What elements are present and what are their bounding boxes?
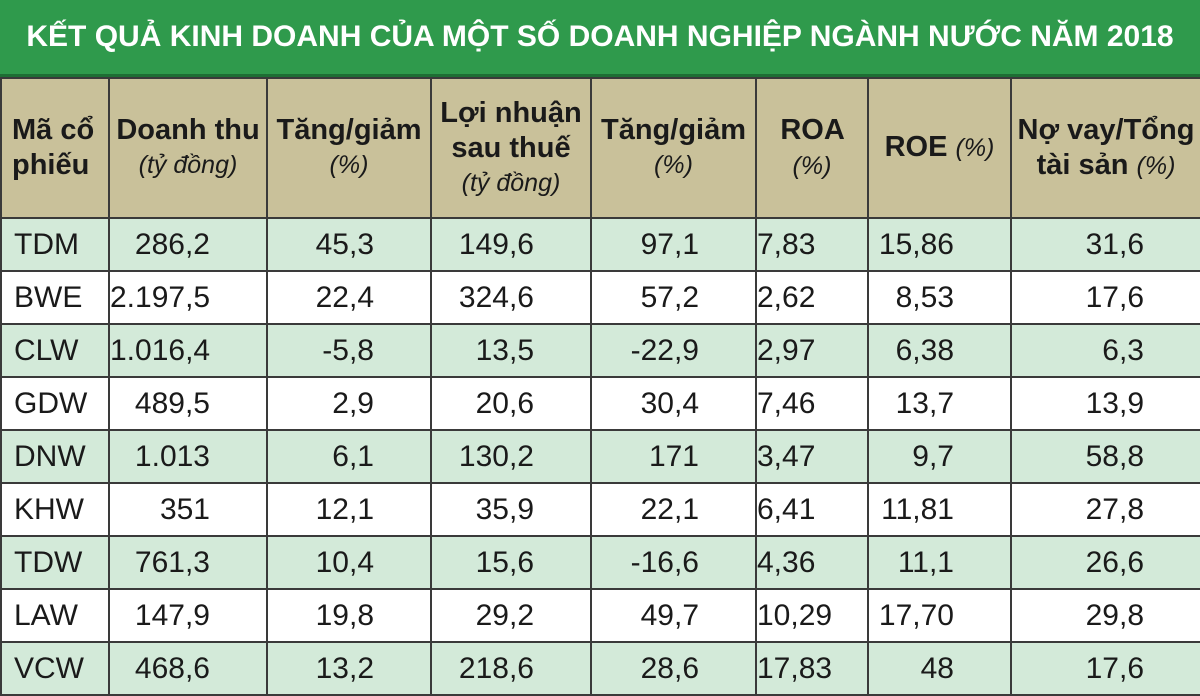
cell-roa: 7,83 <box>755 217 869 272</box>
cell-tang-giam-doanh-thu: 13,2 <box>266 641 432 696</box>
cell-code: BWE <box>0 270 110 325</box>
cell-no-vay-tong-tai-san: 13,9 <box>1010 376 1200 431</box>
cell-code: DNW <box>0 429 110 484</box>
cell-tang-giam-loi-nhuan: -16,6 <box>590 535 757 590</box>
header-doanh-thu: Doanh thu (tỷ đồng) <box>108 77 268 219</box>
cell-doanh-thu: 489,5 <box>108 376 268 431</box>
cell-tang-giam-doanh-thu: -5,8 <box>266 323 432 378</box>
cell-doanh-thu: 761,3 <box>108 535 268 590</box>
table-row: DNW 1.013 6,1 130,2 171 3,47 9,7 58,8 <box>0 429 1200 484</box>
table-row: TDW 761,3 10,4 15,6 -16,6 4,36 11,1 26,6 <box>0 535 1200 590</box>
cell-no-vay-tong-tai-san: 27,8 <box>1010 482 1200 537</box>
table-body: TDM 286,2 45,3 149,6 97,1 7,83 15,86 31,6 BWE 2.1… <box>0 217 1200 696</box>
header-no-vay-tong-tai-san: Nợ vay/Tổng tài sản (%) <box>1010 77 1200 219</box>
cell-tang-giam-doanh-thu: 19,8 <box>266 588 432 643</box>
header-loi-nhuan: Lợi nhuận sau thuế (tỷ đồng) <box>430 77 592 219</box>
cell-roe: 48 <box>867 641 1012 696</box>
cell-doanh-thu: 1.013 <box>108 429 268 484</box>
cell-doanh-thu: 286,2 <box>108 217 268 272</box>
cell-loi-nhuan: 324,6 <box>430 270 592 325</box>
cell-tang-giam-doanh-thu: 10,4 <box>266 535 432 590</box>
header-roe: ROE (%) <box>867 77 1012 219</box>
cell-no-vay-tong-tai-san: 26,6 <box>1010 535 1200 590</box>
cell-roe: 15,86 <box>867 217 1012 272</box>
table-row: VCW 468,6 13,2 218,6 28,6 17,83 48 17,6 <box>0 641 1200 696</box>
cell-code: CLW <box>0 323 110 378</box>
cell-loi-nhuan: 130,2 <box>430 429 592 484</box>
cell-no-vay-tong-tai-san: 58,8 <box>1010 429 1200 484</box>
cell-tang-giam-loi-nhuan: 57,2 <box>590 270 757 325</box>
cell-tang-giam-loi-nhuan: 171 <box>590 429 757 484</box>
cell-no-vay-tong-tai-san: 29,8 <box>1010 588 1200 643</box>
cell-tang-giam-doanh-thu: 6,1 <box>266 429 432 484</box>
cell-tang-giam-loi-nhuan: 97,1 <box>590 217 757 272</box>
cell-roe: 11,81 <box>867 482 1012 537</box>
cell-roa: 2,62 <box>755 270 869 325</box>
cell-roe: 6,38 <box>867 323 1012 378</box>
cell-loi-nhuan: 218,6 <box>430 641 592 696</box>
cell-roa: 10,29 <box>755 588 869 643</box>
cell-roa: 6,41 <box>755 482 869 537</box>
data-table: Mã cổ phiếu Doanh thu (tỷ đồng) Tăng/giả… <box>0 77 1200 696</box>
cell-roa: 17,83 <box>755 641 869 696</box>
cell-no-vay-tong-tai-san: 6,3 <box>1010 323 1200 378</box>
cell-code: TDM <box>0 217 110 272</box>
cell-tang-giam-doanh-thu: 22,4 <box>266 270 432 325</box>
cell-tang-giam-doanh-thu: 12,1 <box>266 482 432 537</box>
cell-loi-nhuan: 149,6 <box>430 217 592 272</box>
cell-doanh-thu: 351 <box>108 482 268 537</box>
cell-roe: 9,7 <box>867 429 1012 484</box>
cell-loi-nhuan: 35,9 <box>430 482 592 537</box>
table-row: LAW 147,9 19,8 29,2 49,7 10,29 17,70 29,8 <box>0 588 1200 643</box>
table-row: KHW 351 12,1 35,9 22,1 6,41 11,81 27,8 <box>0 482 1200 537</box>
table-row: GDW 489,5 2,9 20,6 30,4 7,46 13,7 13,9 <box>0 376 1200 431</box>
cell-code: LAW <box>0 588 110 643</box>
cell-code: GDW <box>0 376 110 431</box>
cell-code: TDW <box>0 535 110 590</box>
cell-roe: 11,1 <box>867 535 1012 590</box>
table-title: KẾT QUẢ KINH DOANH CỦA MỘT SỐ DOANH NGHI… <box>0 0 1200 77</box>
cell-roa: 4,36 <box>755 535 869 590</box>
cell-roa: 2,97 <box>755 323 869 378</box>
cell-loi-nhuan: 13,5 <box>430 323 592 378</box>
table-row: BWE 2.197,5 22,4 324,6 57,2 2,62 8,53 17,6 <box>0 270 1200 325</box>
header-ma-co-phieu: Mã cổ phiếu <box>0 77 110 219</box>
cell-loi-nhuan: 20,6 <box>430 376 592 431</box>
cell-doanh-thu: 468,6 <box>108 641 268 696</box>
cell-roe: 13,7 <box>867 376 1012 431</box>
header-tang-giam-loi-nhuan: Tăng/giảm (%) <box>590 77 757 219</box>
cell-tang-giam-loi-nhuan: 28,6 <box>590 641 757 696</box>
header-roa: ROA (%) <box>755 77 869 219</box>
cell-roa: 3,47 <box>755 429 869 484</box>
cell-tang-giam-loi-nhuan: -22,9 <box>590 323 757 378</box>
cell-no-vay-tong-tai-san: 31,6 <box>1010 217 1200 272</box>
cell-code: KHW <box>0 482 110 537</box>
cell-roe: 8,53 <box>867 270 1012 325</box>
table-row: CLW 1.016,4 -5,8 13,5 -22,9 2,97 6,38 6,3 <box>0 323 1200 378</box>
cell-loi-nhuan: 29,2 <box>430 588 592 643</box>
cell-doanh-thu: 1.016,4 <box>108 323 268 378</box>
cell-code: VCW <box>0 641 110 696</box>
cell-tang-giam-doanh-thu: 45,3 <box>266 217 432 272</box>
cell-no-vay-tong-tai-san: 17,6 <box>1010 641 1200 696</box>
cell-tang-giam-doanh-thu: 2,9 <box>266 376 432 431</box>
cell-doanh-thu: 147,9 <box>108 588 268 643</box>
header-tang-giam-doanh-thu: Tăng/giảm (%) <box>266 77 432 219</box>
cell-loi-nhuan: 15,6 <box>430 535 592 590</box>
cell-tang-giam-loi-nhuan: 22,1 <box>590 482 757 537</box>
cell-tang-giam-loi-nhuan: 49,7 <box>590 588 757 643</box>
cell-roa: 7,46 <box>755 376 869 431</box>
header-row: Mã cổ phiếu Doanh thu (tỷ đồng) Tăng/giả… <box>0 77 1200 219</box>
table-row: TDM 286,2 45,3 149,6 97,1 7,83 15,86 31,6 <box>0 217 1200 272</box>
cell-no-vay-tong-tai-san: 17,6 <box>1010 270 1200 325</box>
cell-roe: 17,70 <box>867 588 1012 643</box>
cell-tang-giam-loi-nhuan: 30,4 <box>590 376 757 431</box>
cell-doanh-thu: 2.197,5 <box>108 270 268 325</box>
